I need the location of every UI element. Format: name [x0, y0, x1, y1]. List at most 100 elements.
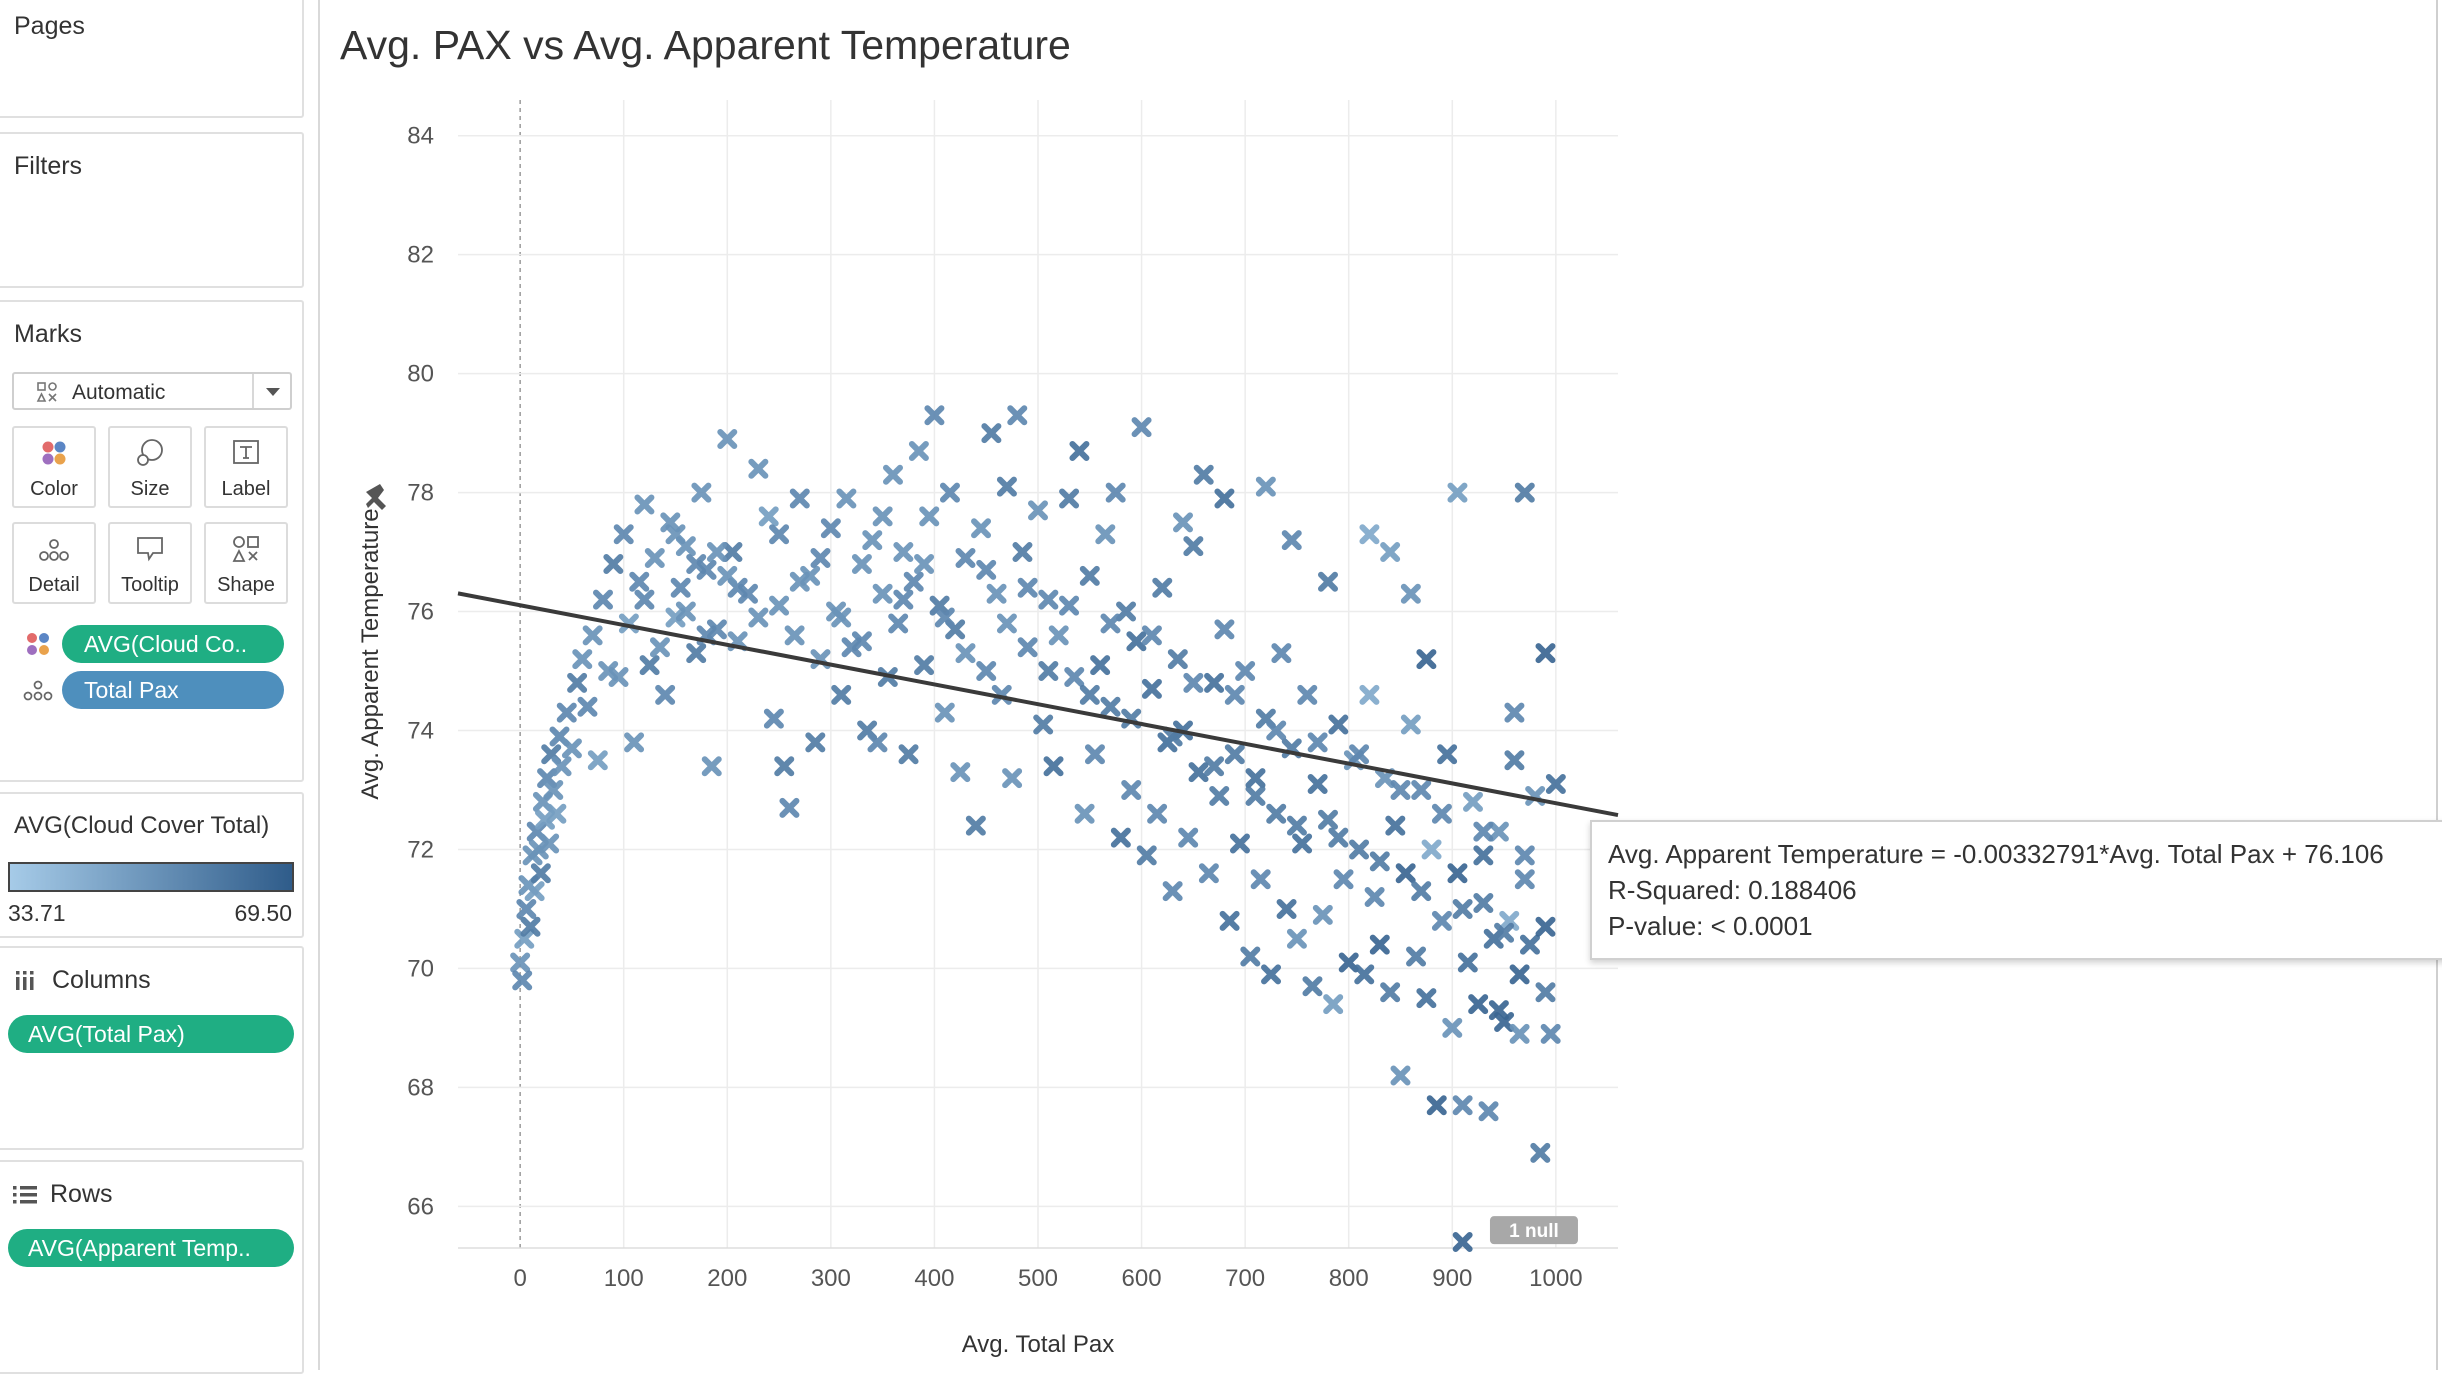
data-point[interactable]: [634, 494, 655, 515]
data-point[interactable]: [556, 702, 577, 723]
data-point[interactable]: [748, 607, 769, 628]
data-point[interactable]: [655, 684, 676, 705]
data-point[interactable]: [1173, 512, 1193, 533]
data-point[interactable]: [1540, 1023, 1561, 1044]
data-point[interactable]: [1488, 1000, 1509, 1021]
data-point[interactable]: [1110, 827, 1131, 848]
color-button[interactable]: Color: [12, 426, 96, 508]
data-point[interactable]: [1079, 565, 1100, 586]
data-point[interactable]: [1431, 803, 1452, 824]
data-point[interactable]: [914, 553, 935, 574]
data-point[interactable]: [1369, 851, 1390, 872]
data-point[interactable]: [1307, 774, 1328, 795]
data-point[interactable]: [758, 506, 779, 527]
data-point[interactable]: [1488, 821, 1509, 842]
data-point[interactable]: [872, 506, 893, 527]
data-point[interactable]: [1400, 714, 1421, 735]
data-point[interactable]: [1007, 405, 1028, 426]
data-point[interactable]: [1084, 744, 1105, 765]
data-point[interactable]: [883, 464, 903, 485]
data-point[interactable]: [1255, 476, 1276, 497]
data-point[interactable]: [784, 625, 805, 646]
data-point[interactable]: [1193, 464, 1214, 485]
data-point[interactable]: [1245, 768, 1266, 789]
data-point[interactable]: [1421, 839, 1442, 860]
data-point[interactable]: [893, 589, 914, 610]
data-point[interactable]: [1245, 785, 1266, 806]
data-point[interactable]: [1431, 910, 1452, 931]
data-point[interactable]: [1463, 791, 1483, 812]
data-point[interactable]: [686, 553, 707, 574]
data-point[interactable]: [1261, 964, 1282, 985]
data-point[interactable]: [634, 589, 655, 610]
data-point[interactable]: [1209, 785, 1230, 806]
data-point[interactable]: [779, 797, 800, 818]
size-button[interactable]: Size: [108, 426, 192, 508]
trend-line[interactable]: [457, 591, 1619, 818]
data-point[interactable]: [867, 732, 888, 753]
data-point[interactable]: [675, 601, 696, 622]
data-point[interactable]: [1364, 887, 1385, 908]
data-point[interactable]: [1354, 964, 1375, 985]
data-point[interactable]: [898, 744, 919, 765]
data-point[interactable]: [535, 809, 555, 830]
data-point[interactable]: [774, 756, 795, 777]
data-point[interactable]: [1349, 839, 1370, 860]
data-point[interactable]: [981, 423, 1002, 444]
data-point[interactable]: [1478, 1101, 1499, 1122]
data-point[interactable]: [1286, 928, 1307, 949]
data-point[interactable]: [1369, 934, 1390, 955]
label-button[interactable]: Label: [204, 426, 288, 508]
data-point[interactable]: [1385, 815, 1406, 836]
data-point[interactable]: [893, 542, 914, 563]
data-point[interactable]: [1012, 542, 1033, 563]
data-point[interactable]: [1400, 583, 1421, 604]
data-point[interactable]: [691, 482, 712, 503]
data-point[interactable]: [1442, 1017, 1463, 1038]
data-point[interactable]: [706, 619, 727, 640]
data-point[interactable]: [976, 661, 997, 682]
data-point[interactable]: [577, 696, 598, 717]
data-point[interactable]: [1359, 684, 1380, 705]
data-point[interactable]: [1535, 916, 1556, 937]
data-point[interactable]: [1064, 666, 1085, 687]
tooltip-button[interactable]: Tooltip: [108, 522, 192, 604]
data-point[interactable]: [908, 440, 929, 461]
data-point[interactable]: [1141, 678, 1162, 699]
data-point[interactable]: [1390, 1065, 1411, 1086]
data-point[interactable]: [950, 762, 971, 783]
data-point[interactable]: [1017, 577, 1038, 598]
data-point[interactable]: [665, 607, 686, 628]
data-point[interactable]: [1390, 779, 1411, 800]
data-point[interactable]: [530, 863, 551, 884]
data-point[interactable]: [1514, 845, 1535, 866]
trend-line-group[interactable]: [457, 591, 1619, 818]
data-point[interactable]: [1240, 946, 1261, 967]
data-point[interactable]: [805, 732, 826, 753]
data-point[interactable]: [1095, 524, 1116, 545]
data-point[interactable]: [717, 429, 738, 450]
data-point[interactable]: [613, 524, 634, 545]
data-point[interactable]: [1312, 904, 1333, 925]
data-point[interactable]: [516, 898, 537, 919]
data-point[interactable]: [831, 684, 852, 705]
data-point[interactable]: [644, 548, 665, 569]
data-point[interactable]: [1328, 827, 1349, 848]
data-point[interactable]: [1002, 768, 1023, 789]
data-point[interactable]: [1204, 756, 1225, 777]
mark-type-dropdown[interactable]: Automatic: [12, 372, 292, 410]
data-point[interactable]: [934, 607, 955, 628]
data-point[interactable]: [1380, 982, 1401, 1003]
columns-pill[interactable]: AVG(Total Pax): [8, 1015, 294, 1053]
data-point[interactable]: [1183, 672, 1204, 693]
data-point[interactable]: [1406, 946, 1427, 967]
data-point[interactable]: [1535, 643, 1556, 664]
data-point[interactable]: [1136, 845, 1157, 866]
data-point[interactable]: [1281, 530, 1302, 551]
data-point[interactable]: [1509, 1023, 1530, 1044]
data-point[interactable]: [1266, 720, 1287, 741]
data-point[interactable]: [976, 559, 997, 580]
data-point[interactable]: [1074, 803, 1095, 824]
data-point[interactable]: [851, 553, 872, 574]
data-point[interactable]: [738, 583, 758, 604]
